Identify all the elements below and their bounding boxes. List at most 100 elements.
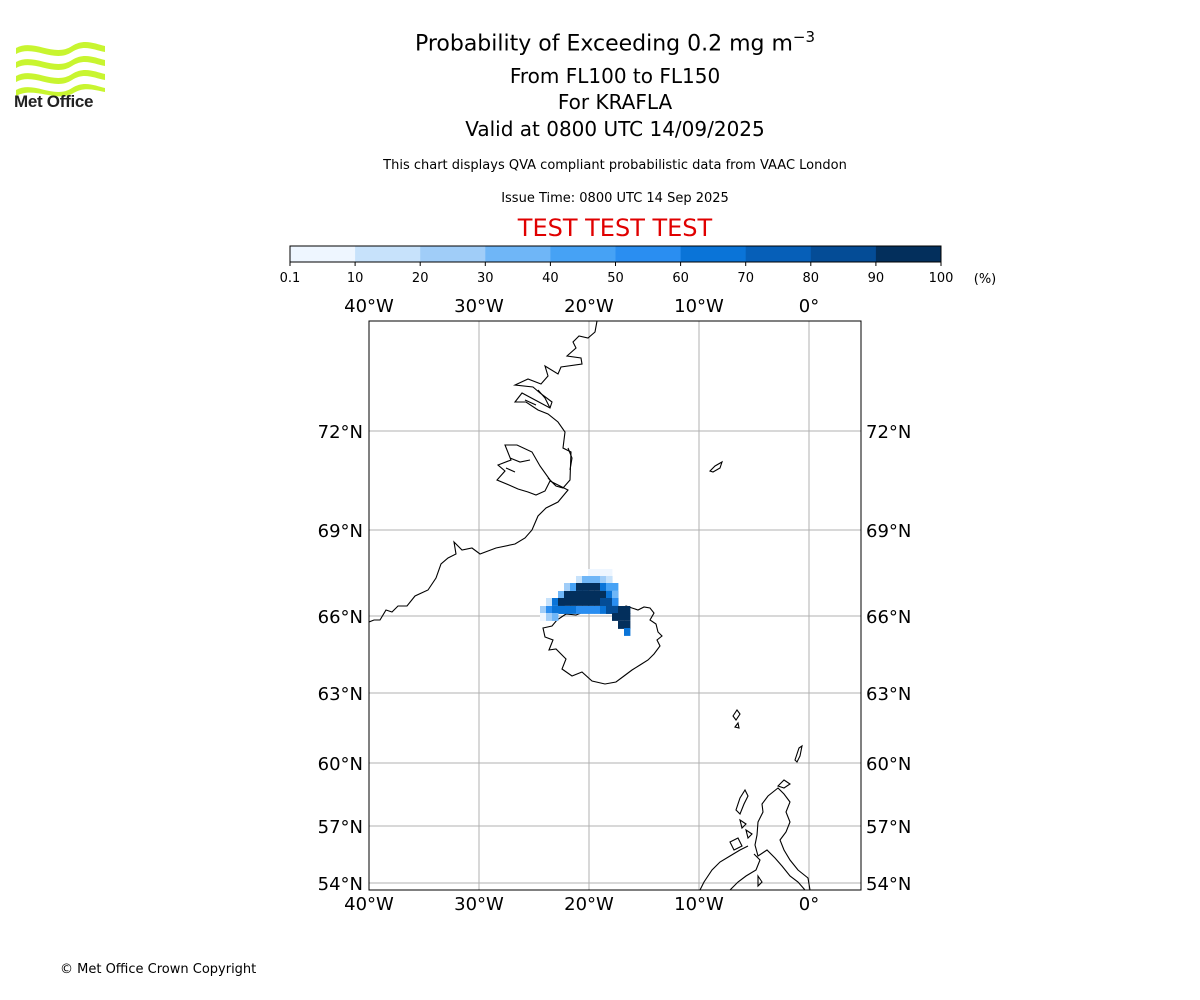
probability-cell — [564, 598, 571, 606]
longitude-label-bottom: 30°W — [454, 894, 504, 915]
probability-cell — [552, 598, 559, 606]
probability-cell — [582, 583, 589, 591]
probability-cell — [594, 591, 601, 599]
probability-cell — [612, 613, 619, 621]
probability-cell — [576, 583, 583, 591]
probability-cell — [624, 613, 631, 621]
probability-cell — [612, 591, 619, 599]
probability-cell — [546, 613, 553, 621]
colorbar-segment — [420, 246, 486, 262]
coastlines — [369, 321, 811, 890]
latitude-label-left: 60°N — [318, 754, 363, 775]
probability-cell — [594, 606, 601, 614]
latitude-label-left: 72°N — [318, 422, 363, 443]
colorbar-tick-label: 100 — [929, 271, 954, 286]
ireland-coastline — [699, 845, 761, 890]
probability-cell — [552, 613, 559, 621]
map-frame — [368, 320, 862, 891]
probability-cell — [600, 598, 607, 606]
probability-cell — [588, 576, 595, 584]
met-office-logo-icon — [16, 41, 105, 97]
probability-cell — [558, 606, 565, 614]
latitude-label-left: 54°N — [318, 874, 363, 895]
probability-cell — [576, 591, 583, 599]
colorbar-segment — [550, 246, 616, 262]
colorbar-segment — [355, 246, 421, 262]
probability-cell — [588, 591, 595, 599]
great-britain-coastline — [754, 787, 811, 890]
probability-cell — [612, 583, 619, 591]
probability-cell — [606, 598, 613, 606]
probability-cell — [570, 598, 577, 606]
probability-cell — [570, 591, 577, 599]
probability-cell — [576, 606, 583, 614]
probability-cell — [594, 569, 601, 577]
probability-cell — [540, 606, 547, 614]
colorbar-tick-label: 20 — [412, 271, 429, 286]
probability-cell — [594, 598, 601, 606]
probability-cell — [564, 591, 571, 599]
probability-cell — [576, 598, 583, 606]
probability-cell — [588, 569, 595, 577]
probability-cell — [612, 598, 619, 606]
probability-cell — [582, 606, 589, 614]
probability-cell — [546, 598, 553, 606]
longitude-label-bottom: 0° — [799, 894, 819, 915]
colorbar-segment — [875, 246, 942, 262]
longitude-label-bottom: 20°W — [564, 894, 614, 915]
shetland-coastline — [794, 744, 803, 763]
longitude-label-top: 20°W — [564, 296, 614, 317]
probability-cell — [564, 583, 571, 591]
probability-cell — [552, 606, 559, 614]
probability-cell — [588, 598, 595, 606]
probability-cell — [606, 569, 613, 577]
orkney-coastline — [776, 779, 791, 789]
logo-wordmark: Met Office — [14, 92, 94, 111]
test-banner: TEST TEST TEST — [517, 214, 713, 242]
issue-time: Issue Time: 0800 UTC 14 Sep 2025 — [501, 191, 729, 206]
probability-cell — [540, 613, 547, 621]
probability-cell — [606, 591, 613, 599]
colorbar-tick-label: 0.1 — [280, 271, 301, 286]
latitude-label-left: 57°N — [318, 817, 363, 838]
probability-cell — [612, 606, 619, 614]
probability-cell — [594, 583, 601, 591]
probability-colorbar: 0.1 10 20 30 40 50 60 70 80 90 100 (%) — [280, 245, 997, 287]
latitude-label-left: 66°N — [318, 607, 363, 628]
colorbar-segment — [745, 246, 812, 262]
latitude-label-left: 69°N — [318, 521, 363, 542]
probability-cell — [570, 583, 577, 591]
colorbar-tick-label: 30 — [477, 271, 494, 286]
probability-cell — [606, 576, 613, 584]
jan-mayen-coastline — [708, 460, 723, 473]
probability-cell — [594, 576, 601, 584]
probability-cell — [600, 583, 607, 591]
colorbar-tick-label: 10 — [347, 271, 364, 286]
longitude-label-bottom: 10°W — [674, 894, 724, 915]
probability-cell — [576, 576, 583, 584]
probability-cell — [582, 591, 589, 599]
longitude-label-top: 30°W — [454, 296, 504, 317]
probability-cell — [618, 613, 625, 621]
volcano-location: For KRAFLA — [557, 90, 673, 114]
probability-cell — [618, 621, 625, 629]
iceland-coastline — [542, 605, 663, 685]
colorbar-unit: (%) — [974, 272, 997, 287]
probability-cell — [618, 606, 625, 614]
copyright-notice: © Met Office Crown Copyright — [60, 962, 257, 977]
chart-title: Probability of Exceeding 0.2 mg m−3 — [414, 28, 816, 57]
longitude-label-top: 10°W — [674, 296, 724, 317]
colorbar-tick-label: 90 — [868, 271, 885, 286]
latitude-label-right: 54°N — [866, 874, 911, 895]
faroe-islands-coastline — [732, 709, 741, 729]
probability-cell — [582, 576, 589, 584]
valid-time: Valid at 0800 UTC 14/09/2025 — [465, 117, 765, 141]
probability-cell — [600, 576, 607, 584]
colorbar-segment — [290, 246, 356, 262]
probability-cell — [546, 606, 553, 614]
probability-cell — [624, 606, 631, 614]
ash-plume — [540, 569, 631, 636]
probability-cell — [558, 591, 565, 599]
probability-cell — [600, 569, 607, 577]
probability-cell — [600, 591, 607, 599]
